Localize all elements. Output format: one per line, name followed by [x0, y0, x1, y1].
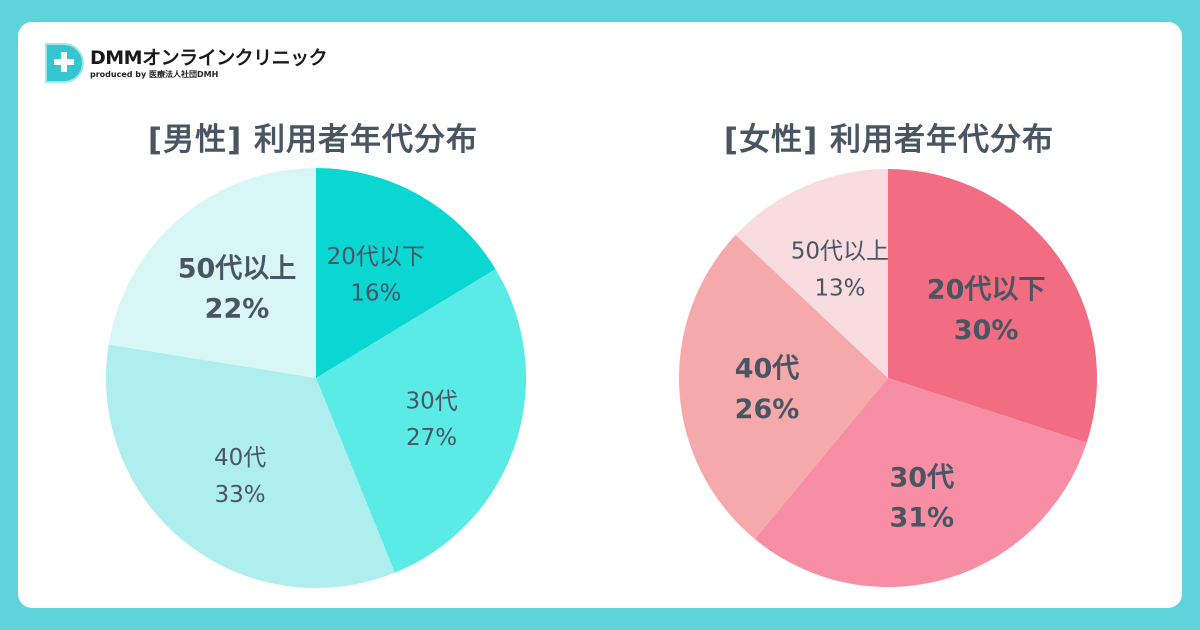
male-slice-3 — [108, 168, 316, 378]
male-slice-1-percent: 27% — [406, 425, 457, 451]
female-slice-1 — [754, 378, 1087, 587]
female-slice-1-label: 30代 — [890, 462, 955, 493]
male-slice-0-label: 20代以下 — [327, 244, 425, 270]
female-chart-title: [女性] 利用者年代分布 — [723, 122, 1055, 158]
female-slice-3-percent: 13% — [814, 275, 865, 301]
female-slice-2-label: 40代 — [735, 354, 800, 385]
male-chart-title: [男性] 利用者年代分布 — [147, 122, 479, 158]
female-slice-0-label: 20代以下 — [927, 275, 1046, 306]
dmm-clinic-logo-icon — [45, 43, 84, 83]
male-slice-0 — [316, 168, 496, 378]
female-slice-0-percent: 30% — [954, 315, 1019, 346]
female-slice-0 — [888, 169, 1097, 443]
brand-logo: DMMオンラインクリニック produced by 医療法人社団DMH — [44, 42, 328, 84]
male-slice-2 — [105, 344, 395, 589]
male-slice-2-percent: 33% — [215, 482, 266, 508]
male-slice-3-label: 50代以上 — [178, 253, 297, 284]
female-slice-1-percent: 31% — [889, 503, 954, 534]
male-slice-0-percent: 16% — [350, 281, 401, 307]
male-slice-1 — [316, 269, 526, 573]
male-slice-3-percent: 22% — [205, 294, 270, 325]
male-slice-1-label: 30代 — [405, 388, 457, 414]
brand-tagline: produced by 医療法人社団DMH — [90, 69, 219, 79]
female-slice-2 — [679, 234, 888, 540]
female-slice-3-label: 50代以上 — [791, 239, 889, 265]
female-slice-3 — [735, 169, 888, 378]
brand-name: DMMオンラインクリニック — [90, 46, 328, 69]
male-slice-2-label: 40代 — [214, 445, 266, 471]
female-slice-2-percent: 26% — [735, 394, 800, 425]
